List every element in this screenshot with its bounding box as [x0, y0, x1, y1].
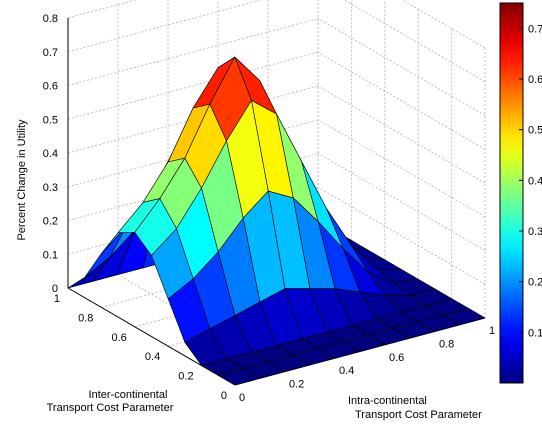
colorbar-tick-label: 0.6 — [528, 74, 542, 86]
z-tick-label: 0.5 — [43, 114, 58, 126]
x-tick-label: 1 — [54, 293, 60, 305]
grid-line — [317, 186, 486, 285]
surface-mesh — [67, 56, 486, 386]
colorbar-tick-label: 0.4 — [528, 175, 542, 187]
colorbar-tick-label: 0.3 — [528, 226, 542, 238]
y-axis-label-line-2: Transport Cost Parameter — [355, 409, 482, 421]
z-tick-label: 0.3 — [43, 182, 58, 194]
x-axis-label-line-2: Transport Cost Parameter — [47, 402, 174, 414]
y-tick-label: 1 — [489, 325, 495, 337]
grid-line — [67, 51, 319, 120]
grid-line — [401, 0, 486, 49]
z-tick-label: 0.4 — [43, 148, 58, 160]
surface-patch — [218, 368, 261, 386]
z-tick-label: 0.1 — [43, 249, 58, 261]
y-tick-label: 0.2 — [289, 379, 304, 391]
y-tick-label: 0.8 — [439, 338, 454, 350]
grid-line — [343, 0, 486, 83]
y-tick-label: 0.4 — [339, 365, 354, 377]
z-axis-label: Percent Change in Utility — [16, 119, 28, 241]
grid-line — [67, 0, 137, 19]
z-tick-label: 0.6 — [43, 81, 58, 93]
colorbar: 0.1 0.2 0.3 0.4 0.5 0.6 0.7 — [499, 2, 542, 384]
colorbar-tick-label: 0.7 — [528, 23, 542, 35]
axis-labels: Percent Change in Utility Inter-continen… — [16, 119, 482, 421]
grid-line — [317, 119, 486, 218]
z-tick-label: 0.2 — [43, 216, 58, 228]
x-tick-label: 0.8 — [78, 312, 93, 324]
x-tick-label: 0.4 — [145, 351, 160, 363]
colorbar-gradient — [499, 2, 524, 384]
grid-line — [317, 51, 486, 150]
z-tick-label: 0.8 — [43, 13, 58, 25]
x-tick-label: 0 — [221, 390, 227, 402]
grid-line — [67, 18, 319, 86]
z-tick-label: 0 — [52, 283, 58, 295]
grid-line — [317, 18, 486, 116]
tick-labels: 00.10.20.30.40.50.60.70.800.20.40.60.810… — [43, 13, 495, 404]
grid-line — [67, 0, 263, 53]
x-tick-label: 0.2 — [178, 371, 193, 383]
x-axis-label-line-1: Inter-continental — [89, 389, 168, 401]
colorbar-tick-label: 0.1 — [528, 327, 542, 339]
grid-line — [317, 153, 486, 251]
y-tick-label: 0.6 — [389, 352, 404, 364]
y-tick-label: 0 — [239, 392, 245, 404]
z-tick-label: 0.7 — [43, 47, 58, 59]
grid-line — [317, 85, 486, 184]
y-axis-label-line-1: Intra-continental — [348, 395, 427, 407]
colorbar-tick-label: 0.2 — [528, 277, 542, 289]
colorbar-tick-label: 0.5 — [528, 125, 542, 137]
x-tick-label: 0.6 — [112, 332, 127, 344]
